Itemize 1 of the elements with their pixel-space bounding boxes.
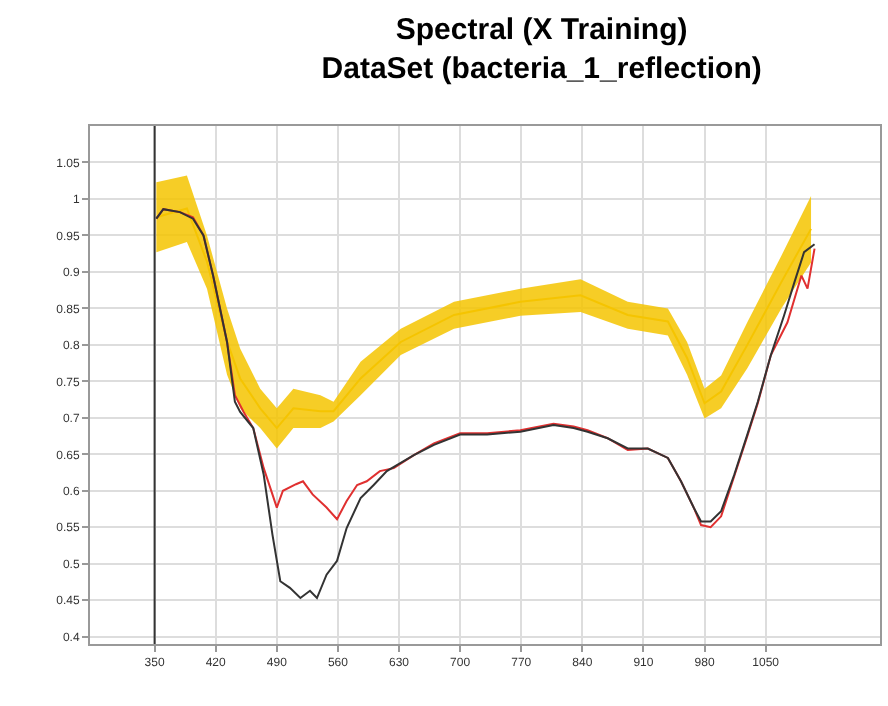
chart-title: Spectral (X Training) DataSet (bacteria_1_reflection) [321,12,762,86]
